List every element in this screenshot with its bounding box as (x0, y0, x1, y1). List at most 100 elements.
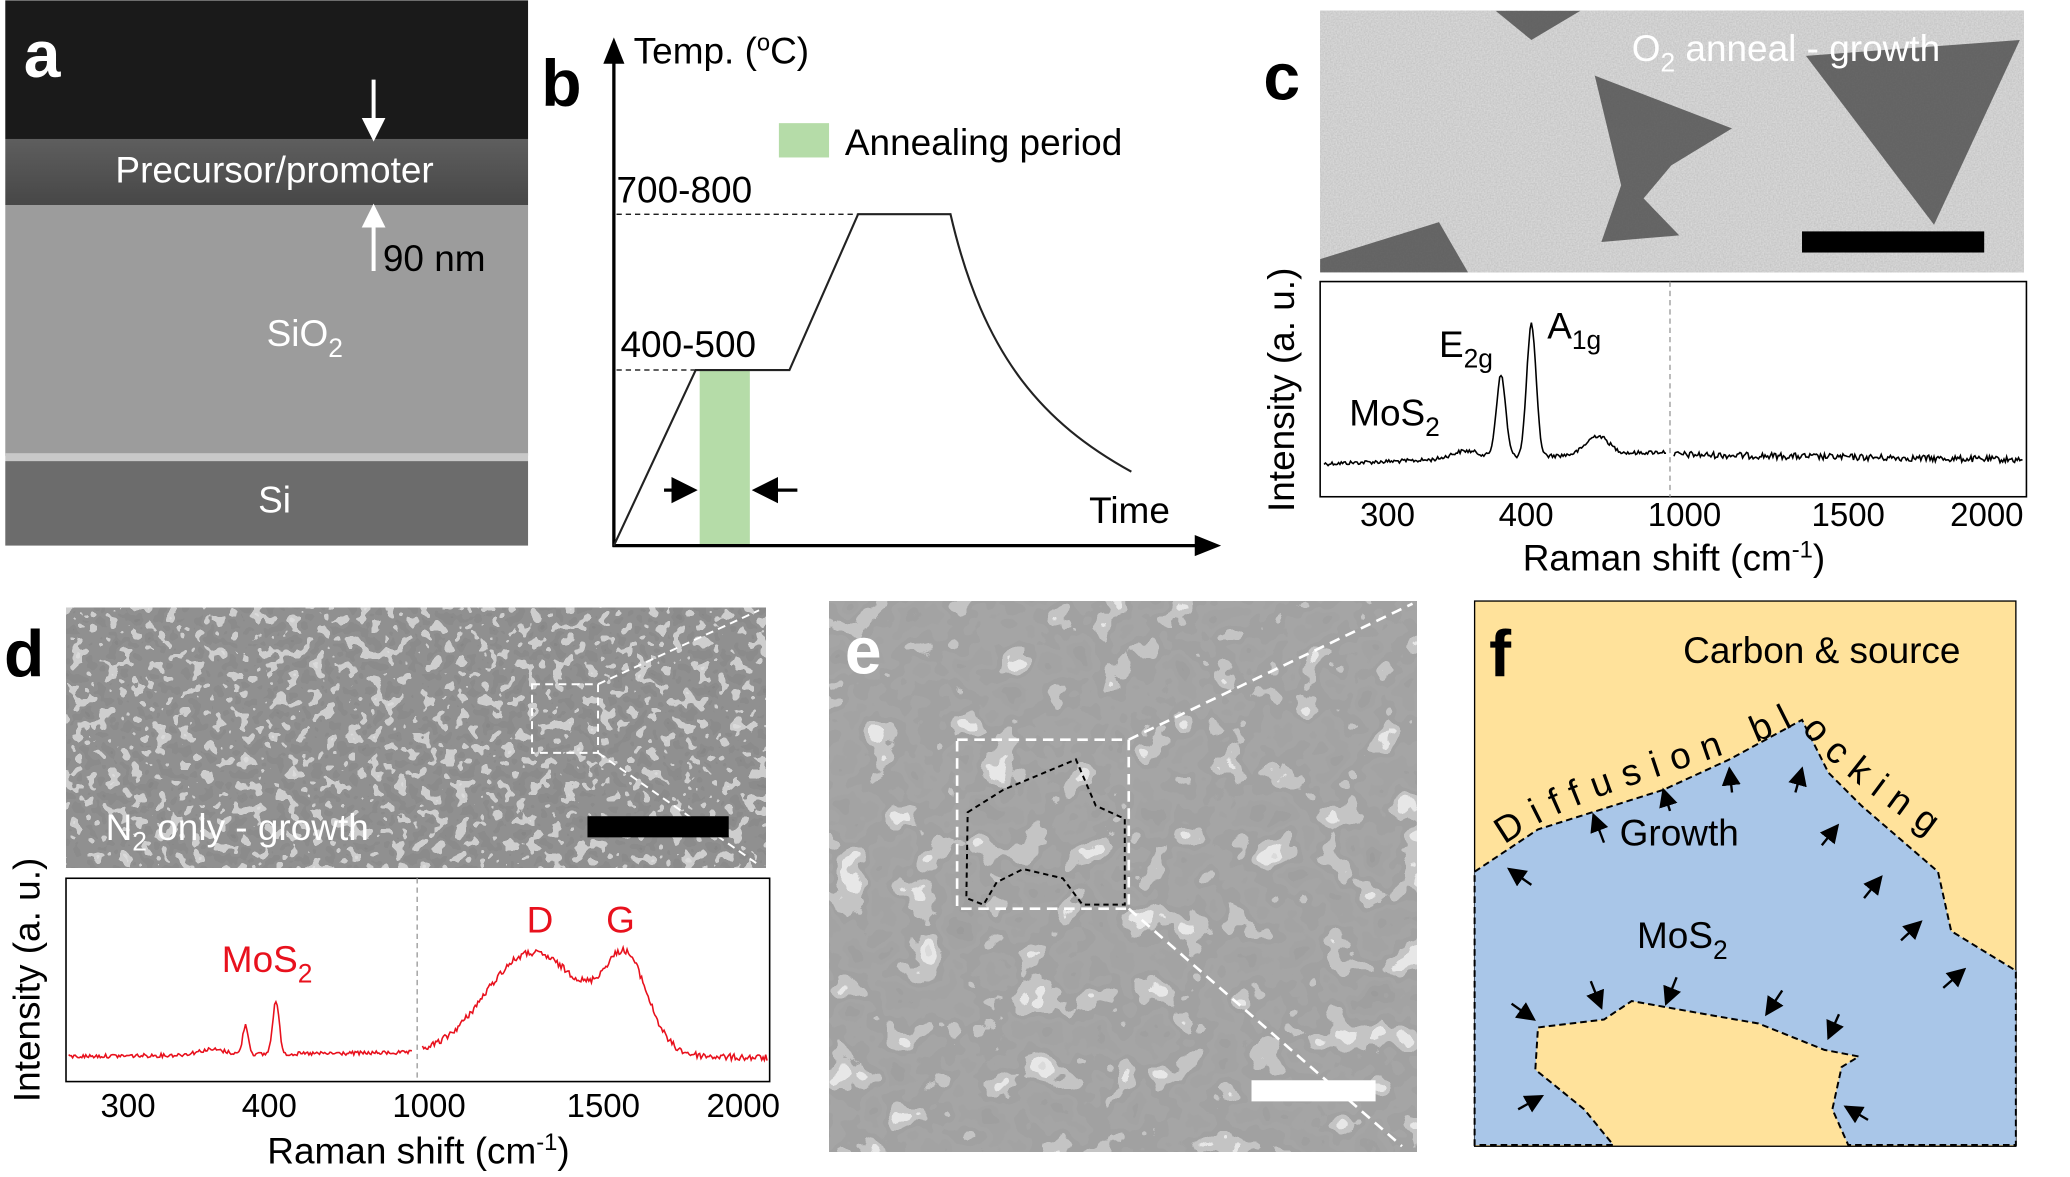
panel-b: b Temp. (oC) Annealing period 700-800 40… (541, 30, 1222, 557)
y-axis-label: Intensity (a. u.) (7, 858, 48, 1102)
flake (1805, 39, 2020, 225)
superscript: -1 (1792, 536, 1813, 563)
panel-label: d (4, 616, 44, 690)
superscript: -1 (536, 1129, 557, 1156)
panel-d: d N2 only - growth MoS2 D G Intensity (a… (4, 607, 780, 1171)
spectrum (1323, 322, 1667, 467)
zoom-line (1127, 907, 1403, 1148)
panel-f: f Carbon & source Diffusion blocking Gro… (1473, 600, 2017, 1147)
panel-a: a Precursor/promoter 90 nm SiO2 Si (5, 0, 529, 546)
flake (1594, 75, 1733, 242)
text-part: MoS (1637, 915, 1713, 956)
oxide-label: SiO2 (267, 313, 343, 363)
zoom-box (531, 683, 600, 754)
peak-label: E2g (1439, 324, 1493, 374)
temperature-label: 700-800 (617, 169, 753, 210)
arrow (1659, 787, 1678, 812)
subscript: 2 (132, 827, 147, 857)
subscript: 2g (1464, 343, 1493, 373)
arrow (1843, 1105, 1869, 1124)
image-region (5, 453, 529, 462)
text-part: anneal - growth (1675, 28, 1940, 69)
material-label: MoS2 (1349, 392, 1440, 442)
sem-image (829, 601, 1417, 1152)
arrow (1517, 1094, 1545, 1113)
subscript: 2 (1425, 412, 1440, 442)
image-region (5, 138, 529, 205)
text-part: only - growth (147, 807, 369, 848)
x-tick-label: 1500 (567, 1087, 640, 1124)
caption: O2 anneal - growth (1632, 28, 1940, 78)
subscript: 1g (1572, 325, 1601, 355)
material-label: MoS2 (1637, 915, 1728, 965)
text-part: C) (770, 31, 809, 72)
x-tick-label: 1000 (1648, 496, 1721, 533)
y-axis-label: Intensity (a. u.) (1261, 268, 1302, 512)
subscript: 2 (328, 333, 343, 363)
text-part: Raman shift (cm (267, 1130, 536, 1171)
zoom-line (597, 752, 760, 866)
text-part: E (1439, 324, 1464, 365)
plot-frame (1319, 280, 2028, 498)
spectrum (68, 999, 413, 1060)
x-tick-label: 1000 (392, 1087, 465, 1124)
text-part: N (106, 807, 133, 848)
x-axis-label: Raman shift (cm-1) (1523, 536, 1825, 578)
image-region (5, 461, 529, 546)
panel-label: a (24, 17, 62, 91)
peak-label: A1g (1547, 305, 1601, 355)
scale-bar (1251, 1080, 1376, 1102)
material-label: MoS2 (222, 939, 313, 989)
flakes (1320, 10, 2020, 273)
x-tick-label: 1500 (1812, 496, 1885, 533)
scale-bar (1802, 231, 1985, 253)
text-part: Temp. ( (634, 31, 758, 72)
region-label: Carbon & source (1683, 630, 1960, 671)
x-tick-label: 2000 (1950, 496, 2023, 533)
panel-label: f (1489, 616, 1512, 690)
scale-bar (587, 816, 729, 838)
panel-label: c (1263, 39, 1300, 113)
caption: N2 only - growth (106, 807, 369, 857)
x-tick-label: 400 (242, 1087, 297, 1124)
temperature-label: 400-500 (620, 324, 756, 365)
layer-label: Precursor/promoter (115, 150, 433, 191)
legend-swatch (778, 123, 830, 158)
x-tick-label: 300 (101, 1087, 156, 1124)
temperature-profile (612, 213, 1132, 547)
zoom-box (955, 738, 1131, 910)
text-part: Raman shift (cm (1523, 538, 1792, 579)
x-axis-label: Time (1089, 490, 1170, 531)
axis-arrow (1194, 535, 1222, 557)
spectrum (1673, 449, 2023, 465)
flake (1320, 222, 1469, 273)
y-axis-label: Temp. (oC) (634, 30, 809, 72)
arrows (1506, 766, 1967, 1124)
panel-label: b (541, 46, 581, 120)
legend-label: Annealing period (845, 122, 1122, 163)
text-part: MoS (1349, 392, 1425, 433)
peak-label: G (606, 899, 635, 940)
arrow (1863, 875, 1883, 899)
arrow (1506, 867, 1533, 887)
zoom-line (1128, 602, 1414, 741)
subscript: 2 (298, 959, 313, 989)
zoom-line (597, 609, 760, 686)
flake (1495, 10, 1581, 40)
text-part: ) (557, 1130, 569, 1171)
substrate-label: Si (258, 480, 291, 521)
arrow (1942, 967, 1967, 989)
x-tick-label: 300 (1360, 496, 1415, 533)
arrow (1586, 980, 1604, 1010)
x-axis-label: Raman shift (cm-1) (267, 1129, 569, 1171)
panel-c: c O2 anneal - growth E2g A1g MoS2 Intens… (1261, 10, 2028, 579)
text-part: O (1632, 28, 1661, 69)
x-tick-label: 2000 (707, 1087, 780, 1124)
arrow (1721, 766, 1741, 793)
panel-label: e (845, 614, 882, 688)
process-label: Growth (1620, 812, 1739, 853)
arrow (1765, 989, 1784, 1017)
arrow (1590, 812, 1609, 844)
